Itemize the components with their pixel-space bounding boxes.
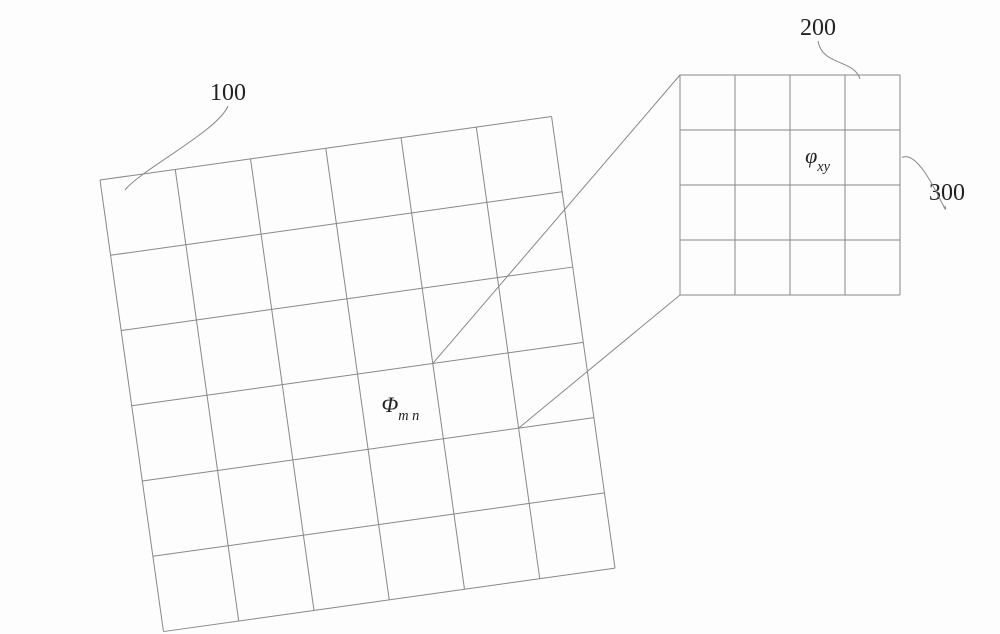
svg-text:φxy: φxy (805, 143, 831, 175)
svg-text:200: 200 (800, 15, 836, 41)
svg-text:Φm n: Φm n (382, 392, 420, 424)
diagram-svg: Φm n 100 φxy 200 300 (0, 0, 1000, 634)
svg-text:100: 100 (210, 80, 246, 106)
svg-text:300: 300 (929, 180, 965, 206)
